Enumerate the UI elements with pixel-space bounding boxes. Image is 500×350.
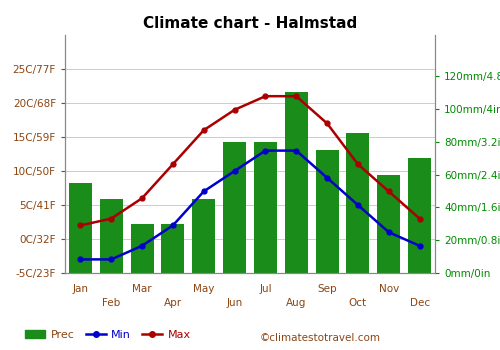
- Text: Nov: Nov: [378, 284, 399, 294]
- Bar: [192, 199, 216, 273]
- Text: Jan: Jan: [72, 284, 88, 294]
- Legend: Prec, Min, Max: Prec, Min, Max: [20, 326, 195, 344]
- Text: Oct: Oct: [349, 298, 367, 308]
- Text: Apr: Apr: [164, 298, 182, 308]
- Bar: [316, 150, 338, 273]
- Bar: [284, 92, 308, 273]
- Text: May: May: [193, 284, 214, 294]
- Text: Aug: Aug: [286, 298, 306, 308]
- Bar: [254, 142, 277, 273]
- Text: Jun: Jun: [226, 298, 242, 308]
- Title: Climate chart - Halmstad: Climate chart - Halmstad: [143, 16, 357, 31]
- Bar: [346, 133, 370, 273]
- Bar: [100, 199, 123, 273]
- Bar: [69, 183, 92, 273]
- Text: Dec: Dec: [410, 298, 430, 308]
- Text: ©climatestotravel.com: ©climatestotravel.com: [260, 333, 381, 343]
- Bar: [130, 224, 154, 273]
- Text: Feb: Feb: [102, 298, 120, 308]
- Bar: [223, 142, 246, 273]
- Bar: [408, 158, 431, 273]
- Bar: [162, 224, 184, 273]
- Bar: [377, 175, 400, 273]
- Text: Jul: Jul: [259, 284, 272, 294]
- Text: Sep: Sep: [318, 284, 337, 294]
- Text: Mar: Mar: [132, 284, 152, 294]
